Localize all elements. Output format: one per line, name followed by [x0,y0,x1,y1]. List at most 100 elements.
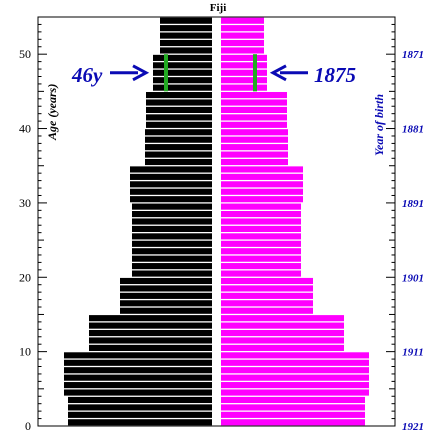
left-bar-age-8 [64,359,212,366]
left-bar-age-9 [64,352,212,359]
bar-age-label: 43 [214,101,220,107]
right-bar-age-47 [221,69,267,76]
bar-age-label: 5 [216,383,219,389]
right-bar-age-19 [221,277,313,285]
right-bar-age-30 [221,196,303,203]
year-annotation: 1875 [314,63,356,87]
right-bar-age-12 [221,329,344,337]
left-bar-age-54 [160,17,212,24]
left-bar-age-49 [153,54,212,61]
bar-age-label: 7 [216,368,219,374]
right-bar-age-50 [221,47,264,54]
left-bar-age-39 [145,129,212,136]
bar-age-label: 6 [216,376,219,382]
bar-age-label: 26 [214,227,220,233]
right-bar-age-8 [221,359,369,366]
annotations-group: 46y 1875 [71,63,356,87]
left-bar-age-14 [89,315,212,322]
left-bar-age-15 [120,307,212,314]
left-bar-age-13 [89,322,212,329]
bar-age-label: 39 [214,130,220,136]
bar-age-label: 21 [214,264,220,270]
right-bar-age-23 [221,248,301,255]
right-tick-label: 1911 [402,347,423,359]
bar-age-label: 2 [216,405,219,411]
left-bar-age-52 [160,32,212,39]
right-bar-age-1 [221,411,365,418]
right-bar-age-14 [221,315,344,322]
left-bar-age-38 [145,136,212,143]
bar-age-label: 17 [214,294,220,300]
bar-age-label: 54 [214,19,220,25]
bar-age-label: 10 [214,346,220,352]
plot-frame [37,16,396,427]
right-bar-age-36 [221,151,288,158]
left-bar-age-40 [146,121,212,128]
left-bar-age-1 [68,411,212,418]
left-bar-age-28 [132,210,212,218]
y-tick-label: 0 [25,419,31,433]
right-bar-age-48 [221,62,267,69]
right-bar-age-9 [221,352,369,359]
left-bar-age-41 [146,114,212,121]
y-tick-label: 30 [19,196,31,210]
bar-age-label: 16 [214,301,220,307]
right-axis-label: Year of birth [372,94,386,156]
bar-age-label: 27 [214,220,220,226]
bar-age-label: 9 [216,353,219,359]
left-bar-age-36 [145,151,212,158]
left-bar-age-10 [89,344,212,351]
highlight-marker [253,54,257,92]
chart-title: Fiji [210,2,227,14]
bar-age-label: 40 [214,123,220,129]
bar-age-label: 36 [214,153,220,159]
right-bar-age-26 [221,225,301,233]
bar-age-label: 0 [216,420,219,426]
left-bar-age-25 [132,233,212,240]
left-bar-age-47 [153,69,212,76]
right-bar-age-41 [221,114,287,121]
right-bar-age-3 [221,396,365,404]
bar-age-label: 25 [214,234,220,240]
y-tick-label: 50 [19,47,31,61]
right-bar-age-52 [221,32,264,39]
bar-age-label: 48 [214,63,220,69]
left-bar-age-46 [153,77,212,84]
right-bar-age-28 [221,210,301,218]
bar-age-label: 30 [214,197,220,203]
right-tick-label: 1871 [402,49,424,61]
left-bar-age-3 [68,396,212,404]
bar-age-label: 35 [214,160,220,166]
bar-age-label: 37 [214,145,220,151]
left-bar-age-11 [89,337,212,344]
right-bar-age-45 [221,84,267,91]
markers-group [164,54,257,92]
bar-age-label: 34 [214,167,220,173]
right-bar-age-10 [221,344,344,351]
bar-age-label: 53 [214,26,220,32]
right-bar-age-5 [221,382,369,389]
y-tick-label: 20 [19,270,31,284]
left-bar-age-43 [146,99,212,106]
bar-age-label: 29 [214,205,220,211]
bar-age-label: 46 [214,78,220,84]
left-bar-age-34 [130,166,212,173]
left-bar-age-32 [130,181,212,188]
right-bar-age-6 [221,374,369,381]
right-bar-age-54 [221,17,264,24]
left-bar-age-53 [160,25,212,32]
left-bar-age-20 [132,270,212,277]
right-tick-label: 1891 [402,198,424,210]
left-bar-age-26 [132,225,212,233]
bar-age-label: 50 [214,48,220,54]
right-bar-age-15 [221,307,313,314]
left-bar-age-44 [146,92,212,99]
left-bar-age-5 [64,382,212,389]
right-bar-age-37 [221,144,288,151]
highlight-marker [164,54,168,92]
right-bar-age-38 [221,136,288,143]
left-bar-age-6 [64,374,212,381]
right-bar-age-22 [221,255,301,262]
